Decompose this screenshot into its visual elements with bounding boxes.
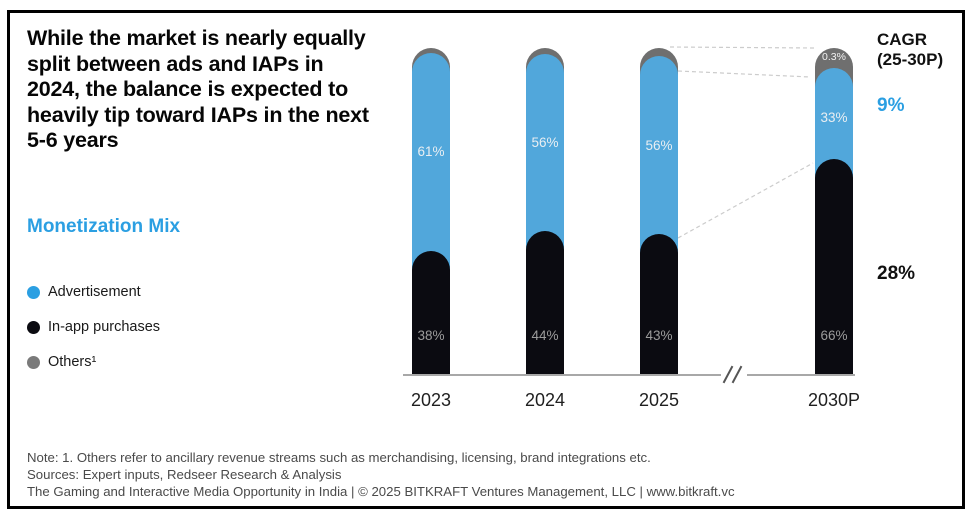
headline: While the market is nearly equally split… [27,26,369,152]
cagr-heading: CAGR (25-30P) [877,30,943,70]
x-axis-line [403,374,855,376]
legend-item-advertisement: Advertisement [27,281,160,303]
x-axis-label-2030P: 2030P [807,390,861,410]
stacked-bar-2024: 56% 44% [526,48,564,375]
bar-segment-iap [640,234,678,375]
legend-label: In-app purchases [48,319,161,335]
others-dot-icon [27,355,40,369]
legend-item-others: Others¹ [27,351,160,373]
iap-value-label: 44% [531,328,559,343]
footnote-line: The Gaming and Interactive Media Opportu… [27,484,735,499]
cagr-period: (25-30P) [877,50,944,69]
iap-dot-icon [27,320,40,334]
x-axis-label-2024: 2024 [524,390,566,410]
iap-value-label: 38% [417,328,445,343]
advertisement-dot-icon [27,285,40,299]
advertisement-value-label: 56% [645,138,673,154]
legend-label: Advertisement [48,284,141,300]
section-title: Monetization Mix [27,216,181,237]
bar-segment-iap [815,159,853,375]
slide-border [7,10,965,509]
others-value-label: 0.3% [822,51,846,63]
chart-legend: Advertisement In-app purchases Others¹ [27,281,160,386]
bar-segment-iap [526,231,564,375]
stacked-bar-2023: 61% 38% [412,48,450,375]
x-axis-label-2023: 2023 [410,390,452,410]
stacked-bar-2030P: 0.3% 33% 66% [815,48,853,375]
legend-item-iap: In-app purchases [27,316,160,338]
x-axis-label-2025: 2025 [638,390,680,410]
footnotes: Note: 1. Others refer to ancillary reven… [27,449,735,500]
iap-value-label: 43% [645,328,673,343]
footnote-line: Note: 1. Others refer to ancillary reven… [27,450,651,465]
legend-label: Others¹ [48,354,97,370]
stacked-bar-2025: 56% 43% [640,48,678,375]
advertisement-value-label: 56% [531,135,559,151]
bar-segment-iap [412,250,450,375]
axis-break-gap [721,370,747,380]
cagr-title: CAGR [877,30,928,49]
footnote-line: Sources: Expert inputs, Redseer Research… [27,467,342,482]
advertisement-value-label: 61% [417,143,445,159]
cagr-iap-value: 28% [877,263,916,284]
iap-value-label: 66% [820,328,848,343]
cagr-advertisement-value: 9% [877,95,905,116]
advertisement-value-label: 33% [820,109,848,125]
